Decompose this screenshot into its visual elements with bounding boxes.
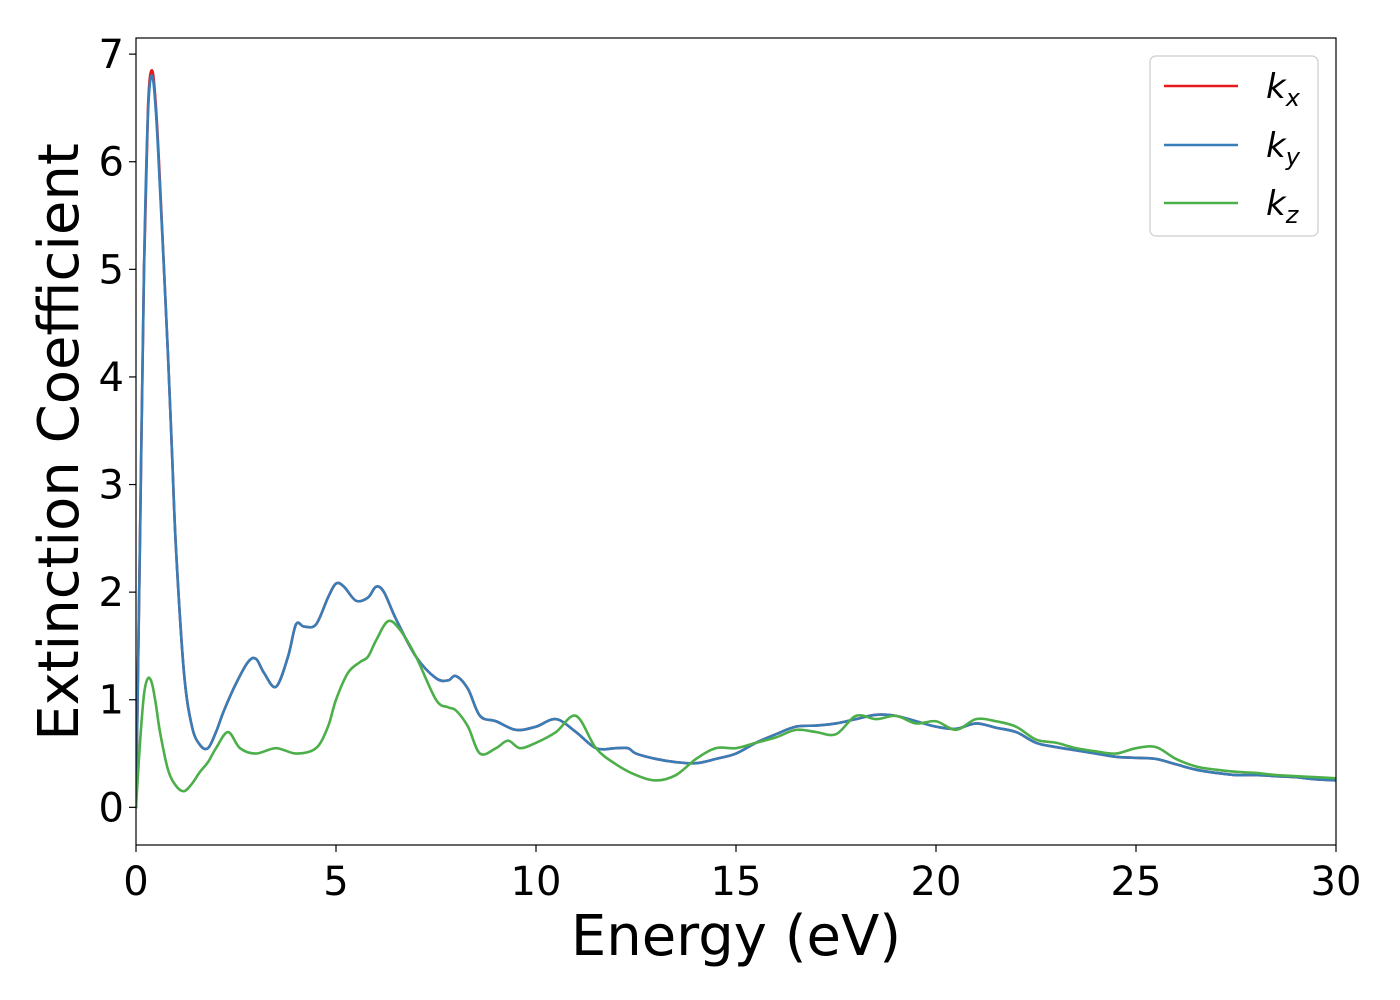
y-tick-label: 0 — [99, 785, 124, 831]
legend-label-kz: kz — [1266, 184, 1300, 229]
x-tick-label: 20 — [911, 859, 962, 905]
x-tick-label: 15 — [711, 859, 762, 905]
y-tick-label: 7 — [99, 32, 124, 78]
y-tick-label: 5 — [99, 247, 124, 293]
x-axis-title: Energy (eV) — [571, 904, 901, 969]
y-tick-label: 1 — [99, 678, 124, 724]
series-line-ky — [136, 74, 1336, 809]
y-tick-label: 3 — [99, 463, 124, 509]
y-axis: 0 1 2 3 4 5 6 7 — [99, 32, 136, 831]
legend-label-ky: ky — [1266, 126, 1301, 171]
series-line-kz — [136, 619, 1336, 809]
series-layer — [136, 68, 1336, 809]
y-tick-label: 2 — [99, 570, 124, 616]
x-tick-label: 25 — [1111, 859, 1162, 905]
x-tick-label: 30 — [1311, 859, 1362, 905]
x-tick-label: 5 — [323, 859, 348, 905]
legend: kx ky kz — [1149, 55, 1319, 237]
y-axis-title: Extinction Coefficient — [27, 143, 92, 741]
y-tick-label: 6 — [99, 140, 124, 186]
x-axis: 0 5 10 15 20 25 30 — [123, 845, 1361, 905]
y-tick-label: 4 — [99, 355, 124, 401]
x-tick-label: 10 — [511, 859, 562, 905]
x-tick-label: 0 — [123, 859, 148, 905]
legend-label-kx: kx — [1266, 67, 1301, 112]
